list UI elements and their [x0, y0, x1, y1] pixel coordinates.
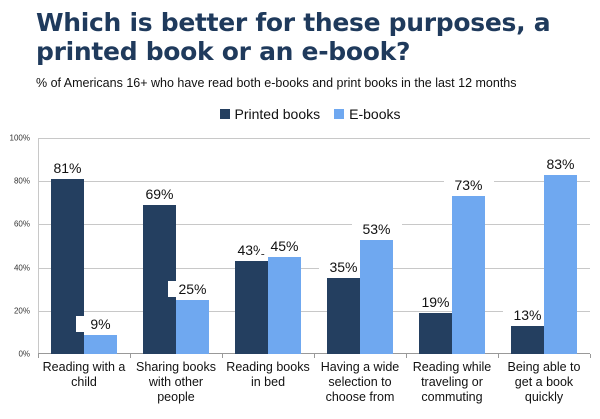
plot-area: 0% 20% 40% 60% 80% 100% 81% 9% 69% 25% 43% 45% 35% 53…	[10, 134, 591, 359]
data-label: 53%	[351, 220, 402, 237]
x-category-label: Sharing books with other people	[136, 360, 216, 404]
x-category-label: Having a wide selection to choose from	[320, 360, 400, 404]
y-tick-label: 0%	[18, 349, 30, 359]
gridline	[38, 138, 590, 139]
x-category-label: Reading while traveling or commuting	[412, 360, 492, 404]
data-label: 19%	[410, 293, 461, 310]
bar-printed	[235, 261, 268, 354]
y-tick-label: 20%	[13, 306, 30, 316]
x-tick	[498, 354, 499, 358]
bar-printed	[419, 312, 452, 354]
data-label: 13%	[502, 306, 553, 323]
y-axis	[38, 138, 39, 354]
data-label: 35%	[318, 259, 369, 276]
gridline	[38, 267, 590, 269]
x-tick	[314, 354, 315, 358]
legend-swatch-printed	[219, 109, 230, 119]
bar-printed	[511, 325, 544, 354]
bar-printed	[143, 204, 176, 354]
gridline	[38, 310, 590, 312]
data-label: 9%	[75, 315, 126, 332]
y-tick-label: 40%	[13, 263, 30, 273]
data-label: 69%	[134, 185, 185, 202]
bar-ebooks	[360, 239, 393, 354]
chart-title: Which is better for these purposes, a pr…	[36, 8, 551, 66]
x-tick	[590, 354, 591, 358]
data-label: 25%	[167, 281, 218, 297]
gridline	[38, 181, 590, 183]
legend-item-ebooks: E-books	[334, 106, 400, 122]
legend-label: Printed books	[234, 106, 321, 122]
y-tick-label: 100%	[9, 133, 30, 143]
bar-ebooks	[268, 256, 301, 354]
y-tick-label: 80%	[13, 176, 30, 186]
data-label: 83%	[535, 155, 586, 172]
bar-ebooks	[84, 334, 117, 354]
legend-label: E-books	[349, 106, 401, 122]
bar-ebooks	[176, 300, 209, 354]
x-tick	[406, 354, 407, 358]
x-category-label: Being able to get a book quickly	[507, 360, 581, 404]
x-tick	[130, 354, 131, 358]
x-category-label: Reading with a child	[42, 360, 126, 389]
legend-swatch-ebooks	[334, 109, 345, 119]
x-axis	[38, 353, 590, 354]
x-tick	[38, 354, 39, 358]
bar-printed	[327, 278, 360, 354]
y-tick-label: 60%	[13, 219, 30, 229]
gridline	[38, 224, 590, 226]
x-category-label: Reading books in bed	[226, 360, 310, 389]
legend: Printed books E-books	[0, 106, 600, 122]
bar-ebooks	[544, 174, 577, 354]
bar-ebooks	[452, 196, 485, 354]
x-tick	[222, 354, 223, 358]
data-label: 45%	[259, 237, 310, 254]
data-label: 81%	[42, 160, 93, 177]
legend-item-printed: Printed books	[219, 106, 321, 122]
data-label: 73%	[443, 177, 494, 194]
chart-subtitle: % of Americans 16+ who have read both e-…	[36, 76, 517, 90]
